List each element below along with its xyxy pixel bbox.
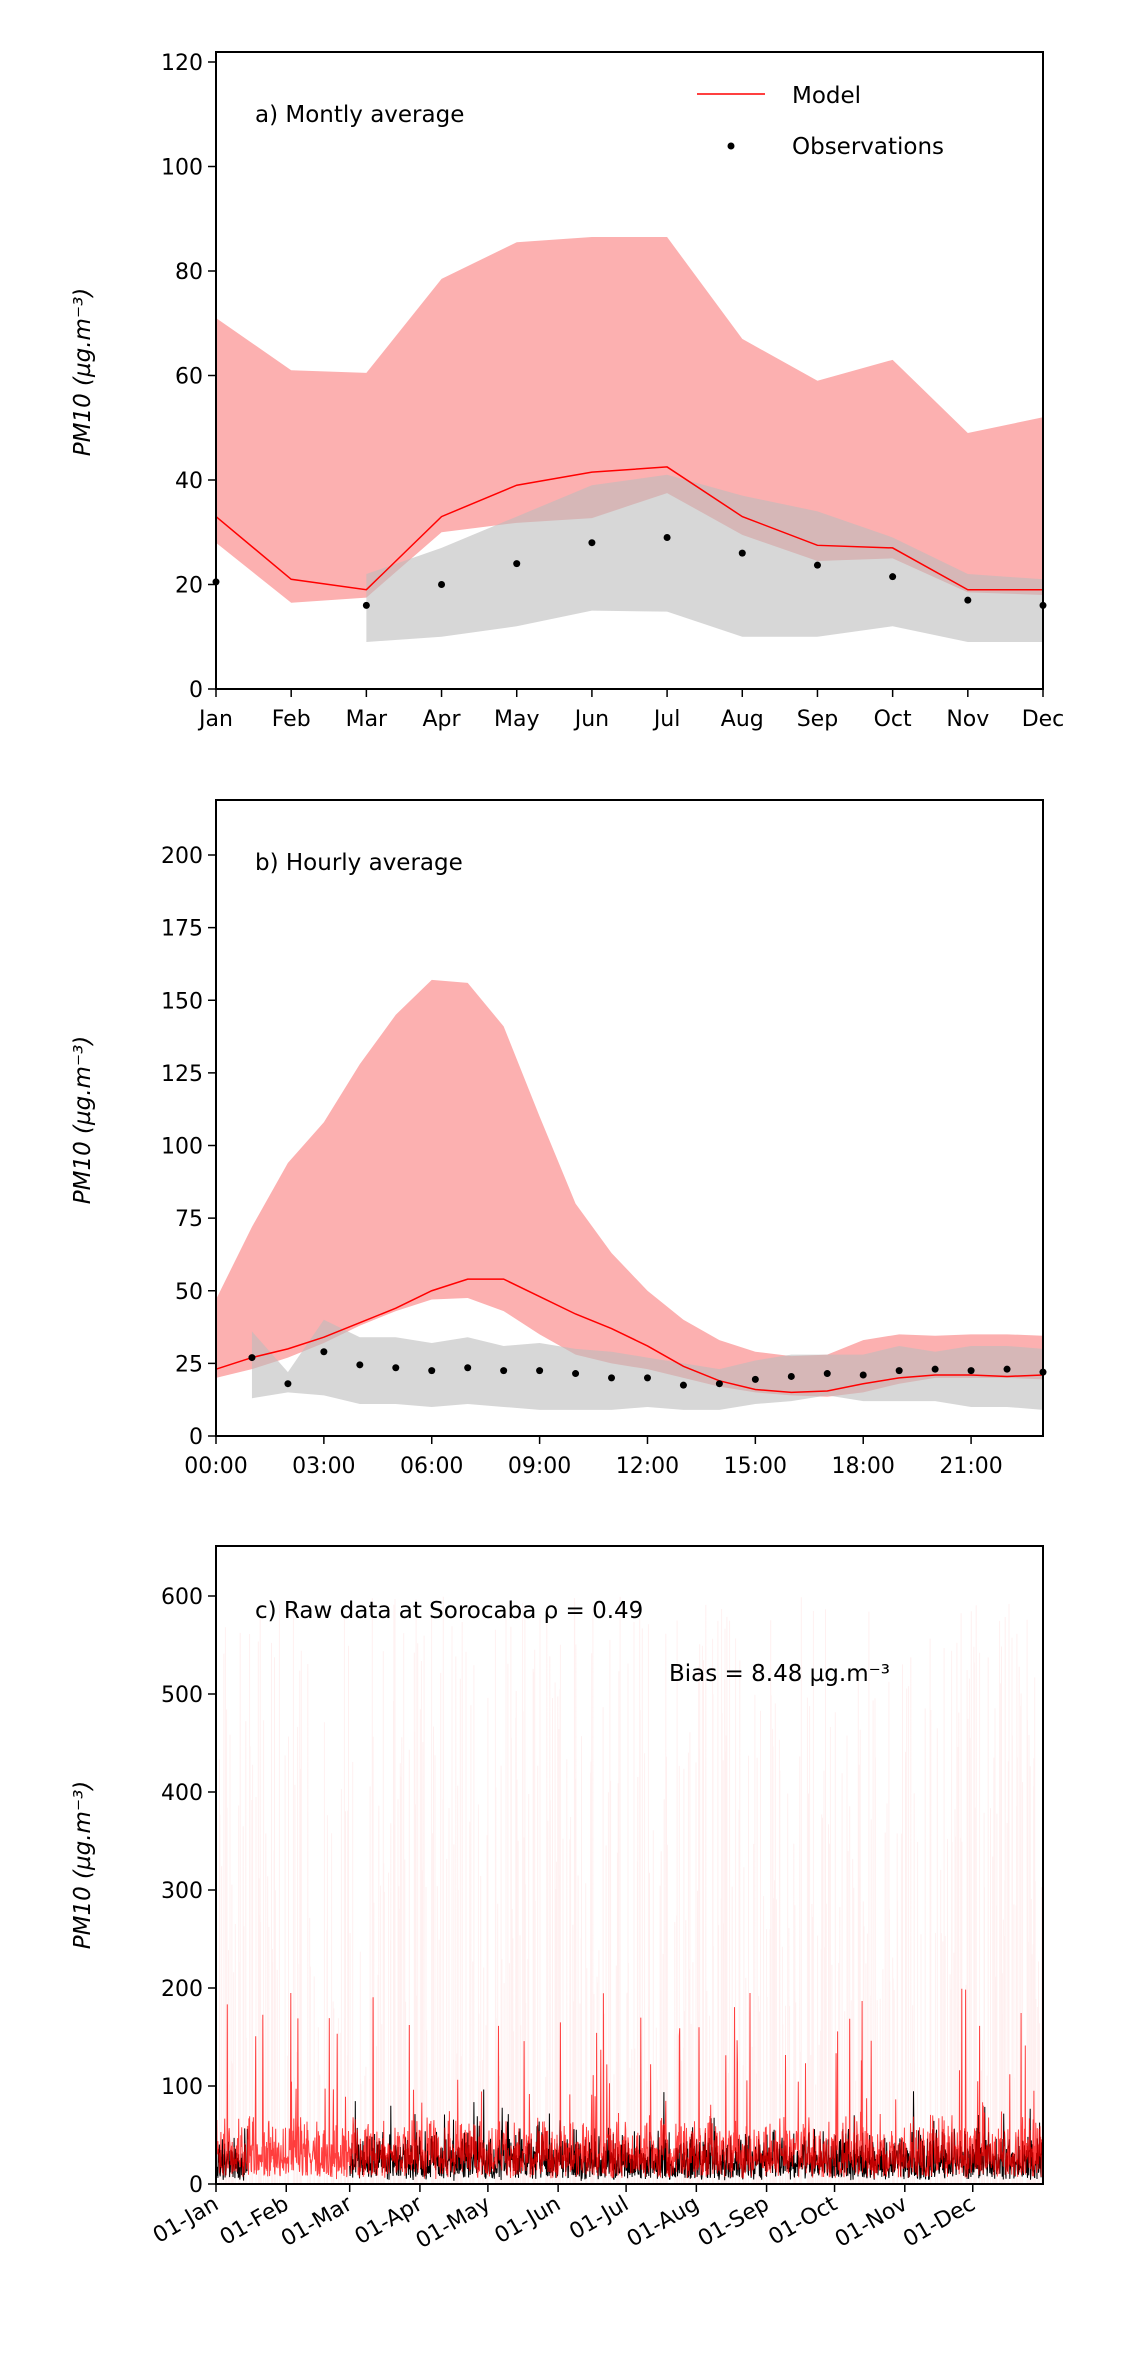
a-xtick-label: Jul (652, 707, 681, 732)
b-ytick-label: 75 (175, 1207, 203, 1232)
b-frame (215, 799, 1044, 1437)
b-xtick-label: 18:00 (832, 1454, 895, 1479)
obs-point (320, 1348, 328, 1356)
obs-point (964, 596, 972, 604)
b-xtick-label: 00:00 (184, 1454, 247, 1479)
c-ytick-label: 400 (161, 1781, 203, 1806)
b-xtick-label: 06:00 (400, 1454, 463, 1479)
obs-point (284, 1380, 292, 1388)
panel-c-annotation: c) Raw data at Sorocaba ρ = 0.49 (255, 1598, 643, 1624)
obs-point (438, 581, 446, 588)
obs-point (362, 601, 370, 609)
panel-b-ylabel: PM10 (µg.m⁻³) (70, 1036, 96, 1205)
legend-model-label: Model (792, 83, 861, 109)
obs-point (500, 1367, 508, 1375)
obs-point (248, 1354, 256, 1362)
a-ytick-label: 80 (175, 260, 203, 285)
a-frame (215, 51, 1044, 690)
legend-obs-marker (727, 142, 735, 150)
model-range-band (216, 237, 1043, 603)
b-ytick-label: 200 (161, 844, 203, 869)
c-ytick-label: 600 (161, 1585, 203, 1610)
obs-point (608, 1374, 616, 1382)
panel-a-ylabel: PM10 (µg.m⁻³) (70, 288, 96, 457)
a-ytick-label: 40 (175, 469, 203, 494)
model-line (215, 1278, 1044, 1394)
obs-point (428, 1367, 436, 1375)
obs-point (643, 1374, 651, 1382)
legend-obs-label: Observations (792, 134, 944, 160)
model-series (215, 1988, 1044, 2180)
a-ytick-label: 120 (161, 51, 203, 76)
c-ytick-label: 100 (161, 2075, 203, 2100)
b-ytick-label: 175 (161, 917, 203, 942)
obs-point (572, 1370, 580, 1378)
a-xtick-label: Nov (946, 707, 989, 732)
b-xtick-label: 15:00 (724, 1454, 787, 1479)
panel-c-bias: Bias = 8.48 µg.m⁻³ (669, 1661, 890, 1687)
c-ytick-label: 500 (161, 1683, 203, 1708)
b-xtick-label: 09:00 (508, 1454, 571, 1479)
obs-range-band (366, 474, 1043, 642)
obs-point (356, 1361, 364, 1369)
a-xtick-label: Oct (874, 707, 912, 732)
panel-b-hourly: 0 25 50 75 100 125 150 175 200 00:00 03:00 06:00 09:… (161, 799, 1047, 1479)
a-xtick-label: Jun (573, 707, 609, 732)
a-xtick-label: Apr (423, 707, 462, 732)
obs-point (679, 1381, 687, 1389)
obs-point (751, 1375, 759, 1383)
obs-point (967, 1367, 975, 1375)
obs-point (715, 1380, 723, 1388)
obs-point (663, 533, 671, 541)
a-xtick-label: Sep (797, 707, 838, 732)
c-ytick-label: 0 (189, 2173, 203, 2198)
a-ytick-label: 100 (161, 156, 203, 181)
a-ytick-label: 20 (175, 574, 203, 599)
a-xtick-label: Jan (197, 707, 233, 732)
a-xtick-label: Feb (272, 707, 311, 732)
obs-point (738, 549, 746, 557)
panel-b-annotation: b) Hourly average (255, 850, 463, 876)
b-xtick-label: 21:00 (939, 1454, 1002, 1479)
model-line (215, 466, 1043, 591)
b-ytick-label: 125 (161, 1062, 203, 1087)
obs-point (813, 561, 821, 569)
obs-point (513, 560, 521, 568)
panel-a-monthly: 0 20 40 60 80 100 120 Jan Feb Mar Apr May Jun Jul Aug S… (161, 51, 1064, 732)
obs-point (536, 1367, 544, 1375)
obs-point (895, 1367, 903, 1375)
obs-point (464, 1364, 472, 1372)
b-ytick-label: 150 (161, 989, 203, 1014)
c-ytick-label: 200 (161, 1977, 203, 2002)
a-ytick-label: 60 (175, 365, 203, 390)
b-ytick-label: 100 (161, 1135, 203, 1160)
obs-point (1003, 1365, 1011, 1373)
a-xtick-label: Mar (346, 707, 388, 732)
obs-point (889, 573, 897, 581)
obs-point (787, 1372, 795, 1380)
obs-point (588, 539, 596, 547)
panel-a-annotation: a) Montly average (255, 102, 464, 128)
b-xtick-label: 12:00 (616, 1454, 679, 1479)
a-xtick-label: Dec (1022, 707, 1065, 732)
b-ytick-label: 50 (175, 1280, 203, 1305)
b-ytick-label: 0 (189, 1425, 203, 1450)
obs-point (392, 1364, 400, 1372)
c-ytick-label: 300 (161, 1879, 203, 1904)
b-ytick-label: 25 (175, 1352, 203, 1377)
obs-point (859, 1371, 867, 1379)
a-xtick-label: May (494, 707, 539, 732)
a-ytick-label: 0 (189, 678, 203, 703)
obs-point (823, 1370, 831, 1378)
c-frame (215, 1545, 1044, 2185)
obs-point (931, 1365, 939, 1373)
panel-c-ylabel: PM10 (µg.m⁻³) (70, 1781, 96, 1950)
model-range-band (216, 979, 1043, 1397)
a-xtick-label: Aug (721, 707, 764, 732)
b-xtick-label: 03:00 (292, 1454, 355, 1479)
